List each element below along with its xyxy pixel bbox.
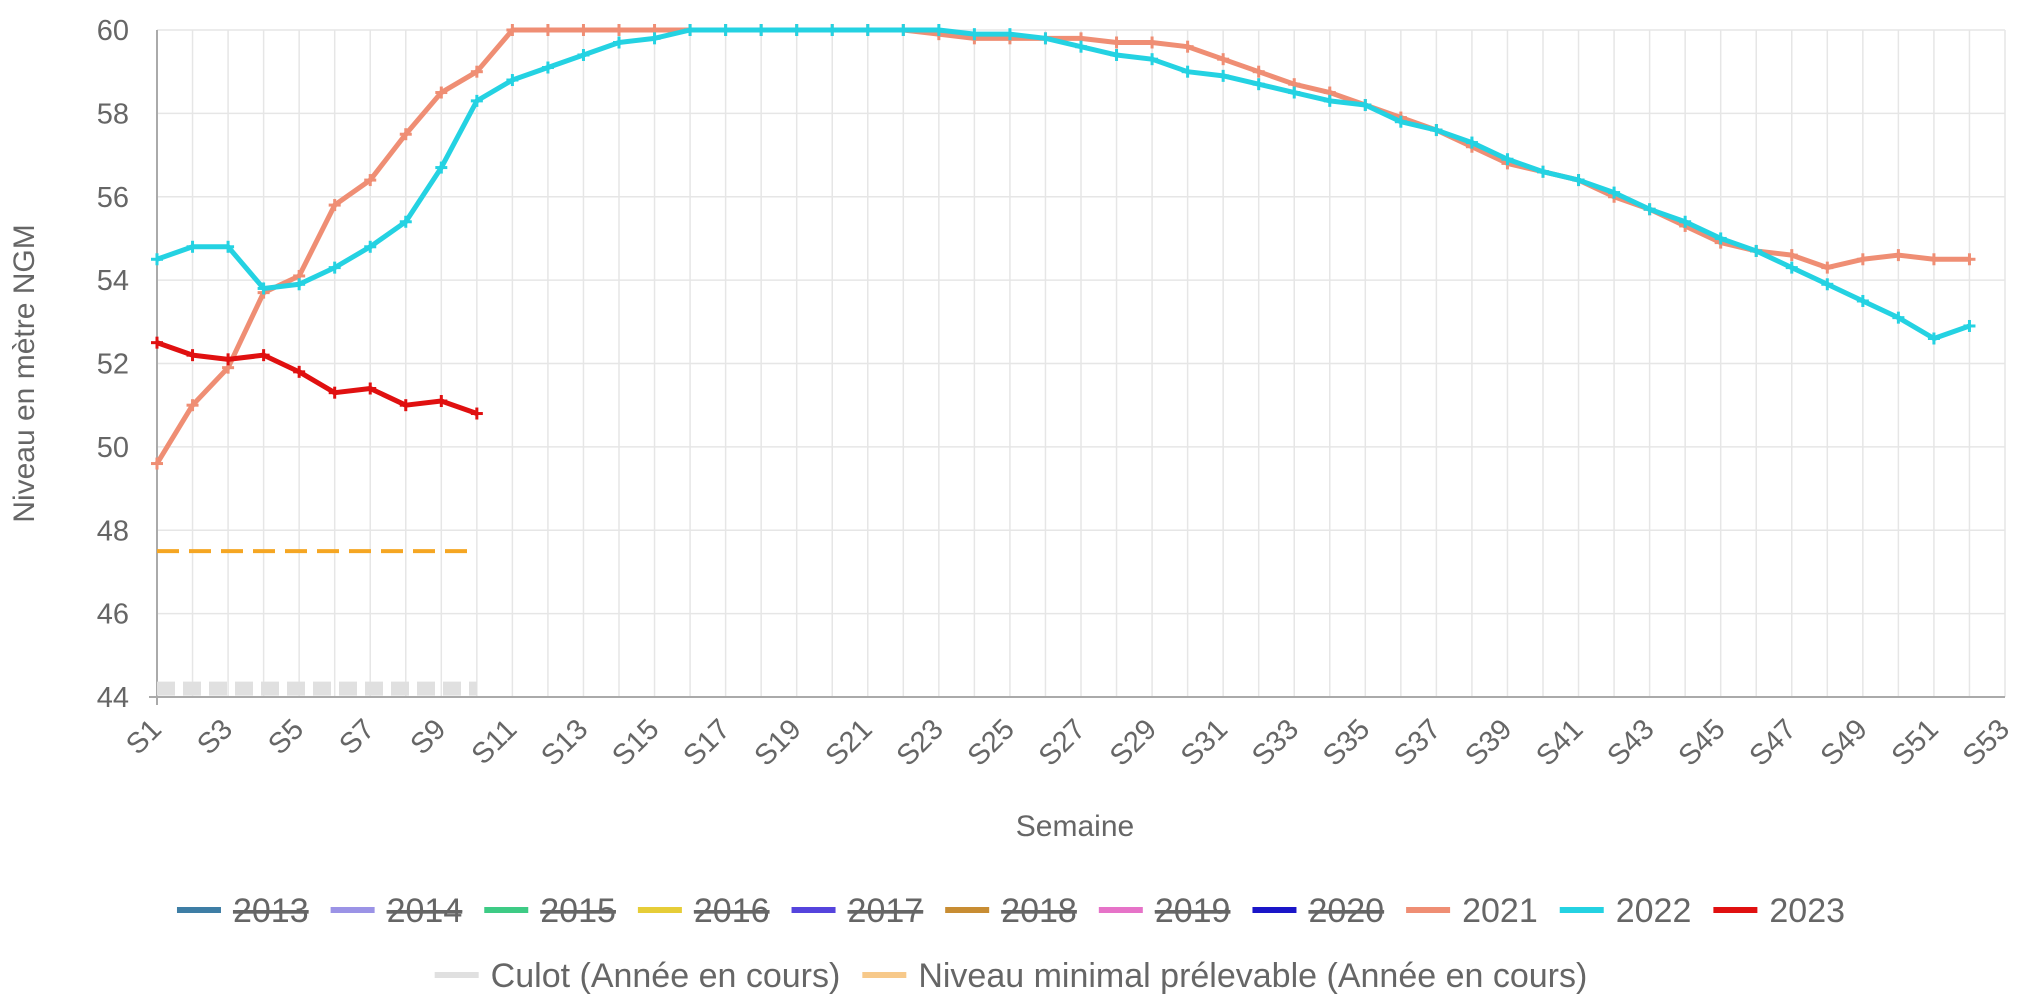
legend-swatch [1252,907,1297,913]
legend-swatch [1406,907,1451,913]
grid-lines [156,29,2006,698]
x-tick-label: S25 [962,713,1021,772]
x-tick-label: S15 [606,713,665,772]
x-tick-label: S9 [405,713,453,761]
x-tick-label: S31 [1175,713,1234,772]
legend-item-2021[interactable]: 2021 [1406,892,1538,930]
x-tick-label: S11 [466,713,524,771]
legend-item-2016[interactable]: 2016 [637,892,770,930]
x-tick-label: S35 [1317,713,1376,772]
y-tick-label: 60 [97,15,129,47]
legend-label: Niveau minimal prélevable (Année en cour… [918,957,1587,994]
legend-label: Culot (Année en cours) [491,957,841,994]
axes [149,30,2005,705]
x-tick-label: S45 [1673,713,1732,772]
x-tick-label: S29 [1104,713,1163,772]
y-tick-label: 56 [97,182,129,214]
x-tick-label: S39 [1459,713,1518,772]
legend-swatch [945,907,990,913]
legend-swatch [484,907,529,913]
legend-label: 2023 [1769,892,1845,930]
legend-item-2015[interactable]: 2015 [484,892,616,930]
x-tick-label: S21 [820,713,879,772]
x-tick-label: S51 [1886,713,1945,772]
x-tick-label: S53 [1957,713,2016,772]
legend-item-2022[interactable]: 2022 [1559,892,1692,930]
y-axis-title: Niveau en mètre NGM [8,224,41,522]
x-tick-label: S43 [1601,713,1660,772]
x-tick-label: S47 [1744,713,1803,772]
x-tick-label: S3 [191,713,239,761]
x-tick-labels: S1 S3 S5 S7 S9 S11 S13 S15 S17 S19 S21 S23 S25 S27 S29… [120,713,2016,772]
x-tick-label: S1 [120,713,168,761]
y-tick-label: 52 [97,349,129,381]
legend-swatch [637,907,682,913]
x-tick-label: S27 [1033,713,1092,772]
y-tick-label: 50 [97,432,129,464]
legend-item-culot-ann-e-en-cours-[interactable]: Culot (Année en cours) [434,957,841,994]
y-tick-labels: 44 46 48 50 52 54 56 58 60 [97,15,129,714]
legend-item-2013[interactable]: 2013 [176,892,309,930]
legend-swatch [1713,907,1758,913]
x-tick-label: S17 [677,713,736,772]
x-tick-label: S19 [749,713,808,772]
x-tick-label: S49 [1815,713,1874,772]
x-tick-label: S5 [262,713,310,761]
y-tick-label: 46 [97,599,129,631]
legend-item-2019[interactable]: 2019 [1098,892,1231,930]
y-tick-label: 54 [97,265,129,297]
series-line-2023 [156,340,478,416]
y-tick-label: 44 [97,682,129,714]
legend-item-2017[interactable]: 2017 [791,892,924,930]
legend-item-2020[interactable]: 2020 [1252,892,1385,930]
legend: 2013 2014 2015 2016 2017 2018 2019 2020 2021 2022… [176,892,1845,994]
legend-swatch [1559,907,1604,913]
y-tick-label: 48 [97,515,129,547]
legend-item-2018[interactable]: 2018 [945,892,1077,930]
legend-swatch [330,907,375,913]
legend-label: 2021 [1462,892,1538,930]
legend-swatch [1098,907,1143,913]
legend-item-niveau-minimal-pr-levable-ann-e-en-cours-[interactable]: Niveau minimal prélevable (Année en cour… [862,957,1587,994]
series-line-2022 [156,27,1971,341]
legend-item-2014[interactable]: 2014 [330,892,463,930]
legend-swatch [862,972,907,978]
x-tick-label: S41 [1530,713,1589,772]
x-tick-label: S23 [891,713,950,772]
legend-item-2023[interactable]: 2023 [1713,892,1845,930]
x-axis-title: Semaine [1016,810,1134,843]
legend-swatch [176,907,221,913]
series-lines [151,24,1976,696]
x-tick-label: S7 [333,713,381,761]
series-line-2021 [154,27,1970,465]
y-tick-label: 58 [97,98,129,130]
x-tick-label: S13 [535,713,594,772]
x-tick-label: S37 [1388,713,1447,772]
legend-label: 2022 [1616,892,1692,930]
x-tick-label: S33 [1246,713,1305,772]
legend-swatch [791,907,836,913]
legend-swatch [434,972,479,978]
